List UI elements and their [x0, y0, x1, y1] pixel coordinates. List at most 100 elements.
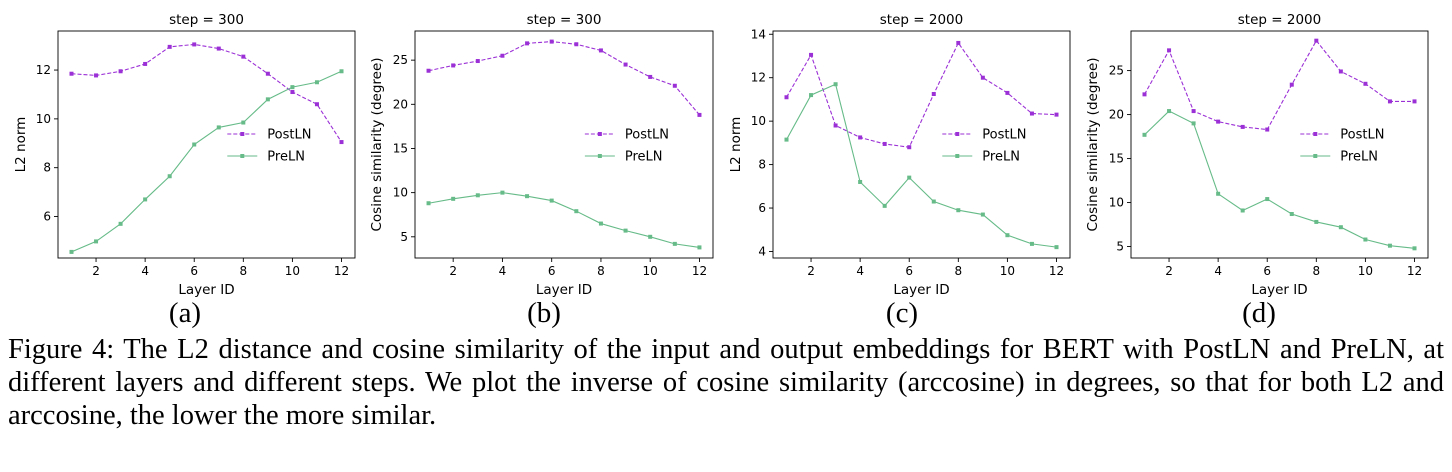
data-point-postln: [265, 71, 270, 76]
data-point-postln: [167, 44, 172, 49]
data-point-preln: [907, 175, 912, 180]
data-point-postln: [1054, 112, 1059, 117]
data-point-preln: [1363, 237, 1368, 242]
data-point-postln: [69, 71, 74, 76]
x-tick-label: 6: [905, 264, 913, 278]
data-point-preln: [1338, 225, 1343, 230]
data-point-postln: [500, 53, 505, 58]
data-point-preln: [192, 142, 197, 147]
data-point-postln: [290, 90, 295, 95]
y-tick-label: 14: [751, 27, 766, 41]
data-point-postln: [1289, 82, 1294, 87]
x-tick-label: 4: [499, 264, 507, 278]
x-axis-label: Layer ID: [536, 282, 592, 298]
data-point-postln: [907, 145, 912, 150]
x-tick-label: 2: [449, 264, 457, 278]
data-point-postln: [623, 62, 628, 67]
chart-title: step = 300: [527, 12, 602, 28]
data-point-preln: [697, 245, 702, 250]
data-point-postln: [549, 39, 554, 44]
figure-charts: step = 300 2 4 6 8 10 12 6 8 10 12 Layer ID L2 norm P…: [13, 12, 1429, 298]
y-tick-label: 6: [758, 201, 766, 215]
data-point-postln: [143, 61, 148, 66]
x-tick-label: 10: [285, 264, 300, 278]
plot-frame: [1130, 30, 1429, 259]
y-tick-label: 8: [43, 161, 51, 175]
y-tick-label: 8: [758, 158, 766, 172]
data-point-preln: [216, 125, 221, 130]
data-point-preln: [1265, 197, 1270, 202]
y-tick-label: 20: [393, 97, 408, 111]
legend-label-postln: PostLN: [982, 128, 1026, 143]
legend-label-preln: PreLN: [982, 150, 1020, 165]
legend-marker-preln: [240, 154, 245, 158]
data-point-postln: [574, 42, 579, 47]
panel-label-c: (c): [885, 297, 919, 329]
series-line-preln: [786, 83, 1057, 248]
x-tick-label: 10: [1358, 264, 1373, 278]
panel-label-b: (b): [527, 297, 561, 329]
y-axis-label: L2 norm: [728, 117, 744, 173]
data-point-postln: [525, 41, 530, 46]
x-tick-label: 4: [141, 264, 149, 278]
x-tick-label: 2: [92, 264, 100, 278]
data-point-preln: [525, 194, 530, 199]
legend-marker-postln: [955, 132, 960, 136]
x-tick-label: 2: [1165, 264, 1173, 278]
chart-title: step = 300: [169, 12, 244, 28]
data-point-preln: [143, 197, 148, 202]
y-tick-label: 12: [751, 71, 766, 85]
data-point-postln: [697, 112, 702, 117]
data-point-postln: [809, 52, 814, 57]
data-point-postln: [475, 59, 480, 64]
data-point-postln: [1314, 38, 1319, 43]
y-tick-label: 15: [393, 141, 408, 155]
data-point-postln: [1363, 81, 1368, 86]
data-point-preln: [1029, 241, 1034, 246]
series-line-preln: [428, 192, 700, 248]
panel-label-a: (a): [168, 297, 202, 329]
data-point-postln: [451, 63, 456, 68]
panel-label-d: (d): [1242, 297, 1276, 329]
x-tick-label: 12: [1407, 264, 1422, 278]
data-point-postln: [1167, 48, 1172, 53]
plot-frame: [772, 30, 1071, 259]
legend-label-postln: PostLN: [1340, 128, 1384, 143]
data-point-postln: [882, 141, 887, 146]
x-tick-label: 8: [239, 264, 247, 278]
y-tick-label: 4: [758, 244, 766, 258]
x-tick-label: 10: [643, 264, 658, 278]
chart-panel-2: step = 300 2 4 6 8 10 12 5 10 15 20 25 Layer ID Cosin…: [369, 12, 714, 298]
data-point-preln: [1142, 132, 1147, 137]
data-point-postln: [1387, 99, 1392, 104]
x-tick-label: 2: [807, 264, 815, 278]
data-point-preln: [1387, 243, 1392, 248]
data-point-postln: [339, 140, 344, 145]
data-point-preln: [167, 174, 172, 179]
data-point-postln: [241, 54, 246, 59]
data-point-postln: [94, 73, 99, 78]
data-point-postln: [1412, 99, 1417, 104]
data-point-postln: [192, 42, 197, 47]
legend-marker-postln: [1313, 132, 1318, 136]
x-tick-label: 4: [1214, 264, 1222, 278]
series-line-preln: [1144, 110, 1415, 249]
x-tick-label: 4: [856, 264, 864, 278]
data-point-postln: [426, 68, 431, 73]
data-point-postln: [1240, 124, 1245, 129]
data-point-preln: [956, 208, 961, 213]
data-point-preln: [265, 97, 270, 102]
chart-panel-1: step = 300 2 4 6 8 10 12 6 8 10 12 Layer ID L2 norm P…: [13, 12, 356, 298]
data-point-preln: [980, 212, 985, 217]
figure-caption: Figure 4: The L2 distance and cosine sim…: [8, 334, 1444, 431]
y-tick-label: 15: [1109, 152, 1124, 166]
x-tick-label: 6: [548, 264, 556, 278]
data-point-postln: [1005, 90, 1010, 95]
data-point-postln: [1265, 127, 1270, 132]
data-point-postln: [1338, 69, 1343, 74]
data-point-postln: [980, 75, 985, 80]
data-point-preln: [1191, 121, 1196, 126]
x-tick-label: 8: [1312, 264, 1320, 278]
x-tick-label: 6: [190, 264, 198, 278]
data-point-preln: [549, 198, 554, 203]
